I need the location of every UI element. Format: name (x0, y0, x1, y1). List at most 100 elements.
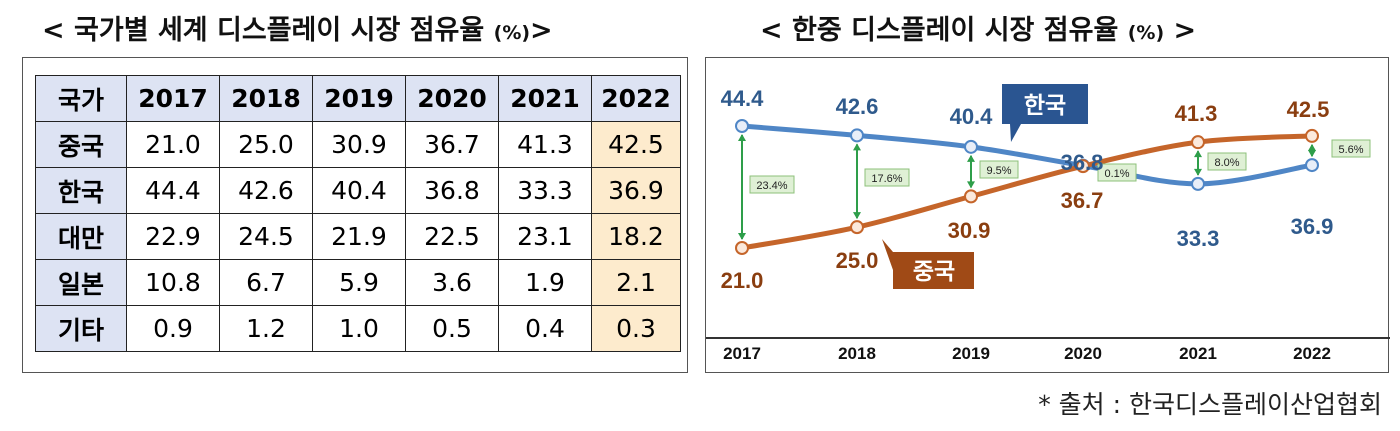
table-row: 기타 0.9 1.2 1.0 0.5 0.4 0.3 (36, 306, 681, 352)
table-cell: 36.9 (592, 168, 681, 214)
table-cell: 0.4 (499, 306, 592, 352)
table-cell: 36.8 (406, 168, 499, 214)
table-cell: 3.6 (406, 260, 499, 306)
value-label-korea-2017: 44.4 (721, 86, 765, 111)
table-row: 중국 21.0 25.0 30.9 36.7 41.3 42.5 (36, 122, 681, 168)
legend-label-china: 중국 (913, 259, 955, 285)
value-label-china-2022: 42.5 (1287, 97, 1330, 122)
point-china-2018 (851, 221, 863, 233)
x-tick-label-2018: 2018 (838, 344, 876, 363)
gap-label: 5.6% (1338, 144, 1363, 156)
left-chart-title: < 국가별 세계 디스플레이 시장 점유율 (%)> (42, 8, 553, 47)
gap-label: 9.5% (986, 165, 1011, 177)
table-cell: 24.5 (220, 214, 313, 260)
table-cell: 23.1 (499, 214, 592, 260)
point-korea-2017 (736, 120, 748, 132)
right-chart-title: < 한중 디스플레이 시장 점유율 (%) > (760, 8, 1196, 47)
table-cell: 33.3 (499, 168, 592, 214)
gap-label: 0.1% (1104, 168, 1129, 180)
table-cell: 22.9 (127, 214, 220, 260)
right-title-main: < 한중 디스플레이 시장 점유율 (760, 15, 1118, 46)
legend-label-korea: 한국 (1024, 93, 1066, 119)
table-cell: 22.5 (406, 214, 499, 260)
table-cell: 10.8 (127, 260, 220, 306)
header-country: 국가 (36, 76, 127, 122)
left-title-unit: (%) (494, 22, 530, 44)
table-cell: 42.5 (592, 122, 681, 168)
table-cell: 41.3 (499, 122, 592, 168)
gap-label: 23.4% (756, 180, 787, 192)
x-tick-label-2022: 2022 (1293, 344, 1331, 363)
value-label-china-2017: 21.0 (721, 268, 764, 293)
table-cell: 1.2 (220, 306, 313, 352)
table-row: 대만 22.9 24.5 21.9 22.5 23.1 18.2 (36, 214, 681, 260)
gap-arrowhead-up-icon (967, 155, 975, 162)
header-2018: 2018 (220, 76, 313, 122)
gap-arrowhead-up-icon (738, 134, 746, 141)
value-label-china-2019: 30.9 (948, 218, 991, 243)
row-country-label: 중국 (36, 122, 127, 168)
x-tick-label-2019: 2019 (952, 344, 990, 363)
table-cell: 44.4 (127, 168, 220, 214)
x-tick-label-2020: 2020 (1064, 344, 1102, 363)
table-cell: 21.0 (127, 122, 220, 168)
point-china-2022 (1306, 130, 1318, 142)
table-cell: 36.7 (406, 122, 499, 168)
gap-label: 8.0% (1214, 157, 1239, 169)
right-title-close: > (1164, 15, 1196, 46)
row-country-label: 대만 (36, 214, 127, 260)
row-country-label: 기타 (36, 306, 127, 352)
value-label-korea-2018: 42.6 (836, 94, 879, 119)
table-cell: 42.6 (220, 168, 313, 214)
row-country-label: 한국 (36, 168, 127, 214)
x-tick-label-2017: 2017 (723, 344, 761, 363)
table-cell: 21.9 (313, 214, 406, 260)
share-table-panel: 국가 2017 2018 2019 2020 2021 2022 중국 21.0 2… (22, 57, 688, 373)
table-cell: 30.9 (313, 122, 406, 168)
table-cell: 6.7 (220, 260, 313, 306)
gap-arrowhead-down-icon (853, 212, 861, 219)
point-china-2017 (736, 242, 748, 254)
gap-arrowhead-up-icon (1194, 150, 1202, 157)
header-2021: 2021 (499, 76, 592, 122)
header-2022: 2022 (592, 76, 681, 122)
table-cell: 0.9 (127, 306, 220, 352)
value-label-china-2020: 36.7 (1061, 188, 1104, 213)
point-korea-2022 (1306, 159, 1318, 171)
table-cell: 18.2 (592, 214, 681, 260)
gap-arrowhead-down-icon (967, 181, 975, 188)
gap-arrowhead-up-icon (853, 143, 861, 150)
gap-arrowhead-down-icon (1194, 169, 1202, 176)
table-cell: 2.1 (592, 260, 681, 306)
x-tick-label-2021: 2021 (1179, 344, 1217, 363)
value-label-korea-2020: 36.8 (1061, 150, 1104, 175)
table-row: 일본 10.8 6.7 5.9 3.6 1.9 2.1 (36, 260, 681, 306)
share-table: 국가 2017 2018 2019 2020 2021 2022 중국 21.0 2… (35, 75, 681, 352)
right-title-unit: (%) (1128, 22, 1164, 44)
header-2019: 2019 (313, 76, 406, 122)
header-2017: 2017 (127, 76, 220, 122)
gap-arrowhead-down-icon (1308, 150, 1316, 157)
value-label-china-2018: 25.0 (836, 248, 879, 273)
line-chart-panel: 2017 2018 2019 2020 2021 2022 23.4% 17.6% 9.5% 0.… (705, 57, 1389, 373)
header-2020: 2020 (406, 76, 499, 122)
table-cell: 1.9 (499, 260, 592, 306)
value-label-korea-2022: 36.9 (1291, 214, 1334, 239)
table-cell: 40.4 (313, 168, 406, 214)
row-country-label: 일본 (36, 260, 127, 306)
value-label-korea-2019: 40.4 (950, 104, 994, 129)
point-korea-2019 (965, 141, 977, 153)
gap-label: 17.6% (871, 173, 902, 185)
line-chart: 2017 2018 2019 2020 2021 2022 23.4% 17.6% 9.5% 0.… (706, 58, 1390, 374)
table-cell: 25.0 (220, 122, 313, 168)
table-cell: 0.3 (592, 306, 681, 352)
source-note: * 출처 : 한국디스플레이산업협회 (1038, 385, 1382, 421)
point-korea-2021 (1192, 178, 1204, 190)
table-header-row: 국가 2017 2018 2019 2020 2021 2022 (36, 76, 681, 122)
gap-arrowhead-down-icon (738, 233, 746, 240)
point-china-2019 (965, 190, 977, 202)
value-label-korea-2021: 33.3 (1177, 226, 1220, 251)
point-china-2021 (1192, 136, 1204, 148)
gap-arrowhead-up-icon (1308, 144, 1316, 151)
table-cell: 0.5 (406, 306, 499, 352)
